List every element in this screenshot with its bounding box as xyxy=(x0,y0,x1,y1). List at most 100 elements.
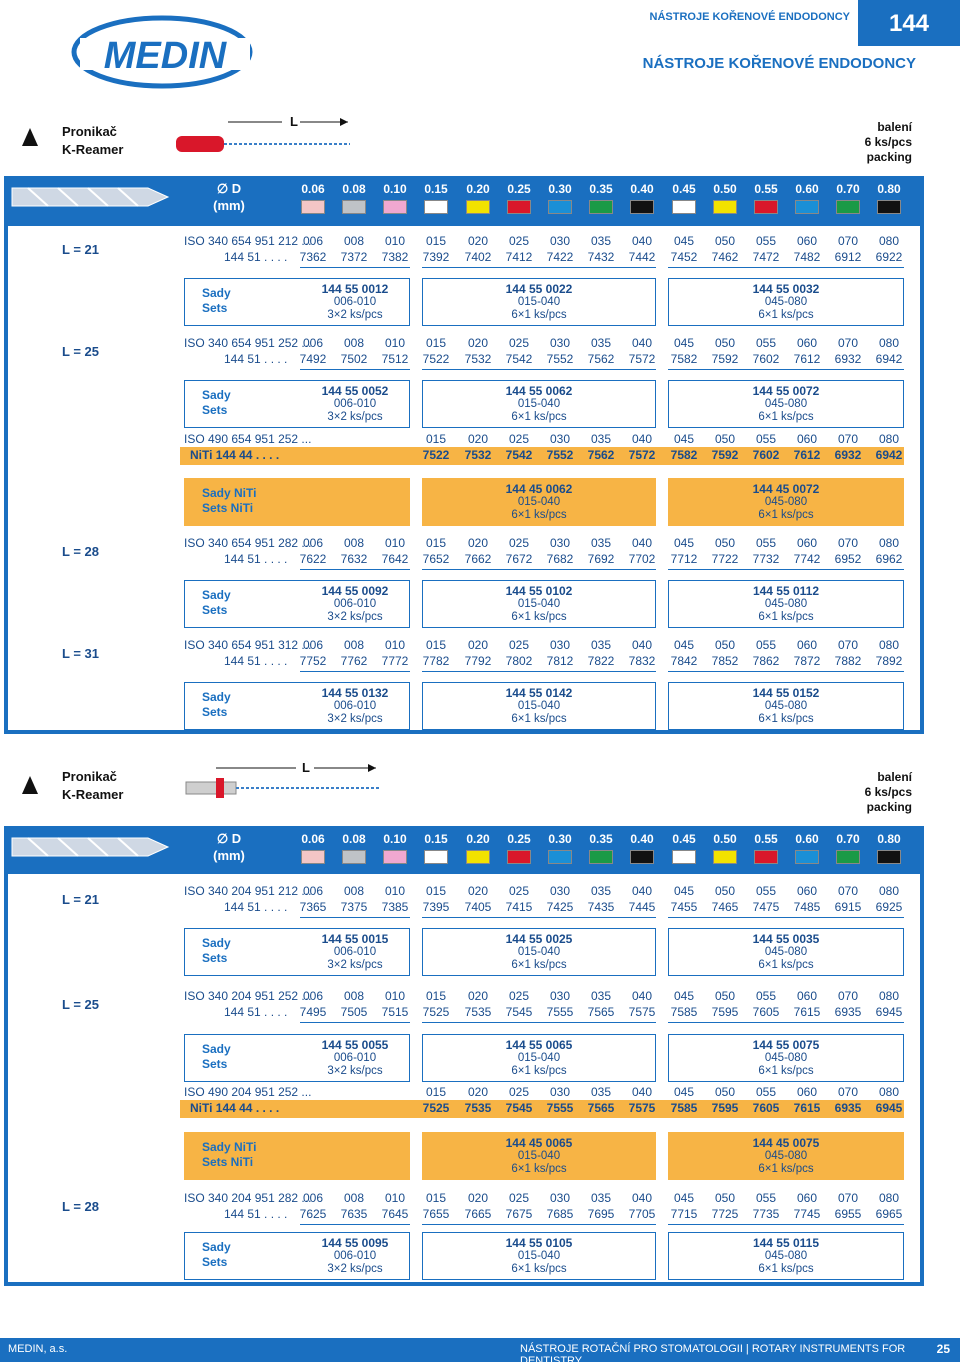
set-line: 3×2 ks/pcs xyxy=(327,1065,383,1077)
size-code: 060 xyxy=(796,336,818,350)
set-line: 144 55 0075 xyxy=(752,1038,820,1052)
length-label: L = 28 xyxy=(62,1199,99,1214)
article-number: 7862 xyxy=(752,654,780,668)
article-number: 7455 xyxy=(670,900,698,914)
set-label: Sets xyxy=(202,301,228,315)
article-number: 7772 xyxy=(381,654,409,668)
size-code: 008 xyxy=(343,1191,365,1205)
iso-code: ISO 340 654 951 282 ... xyxy=(184,536,312,550)
article-number: 7422 xyxy=(546,250,574,264)
size-code: 030 xyxy=(549,1085,571,1099)
color-swatch xyxy=(630,850,654,864)
set-line: 144 55 0012 xyxy=(321,282,389,296)
size-code: 015 xyxy=(425,234,447,248)
size-code: 055 xyxy=(755,1191,777,1205)
color-swatch xyxy=(342,850,366,864)
footer-company: MEDIN, a.s. xyxy=(8,1343,68,1355)
size-column: 0.45 xyxy=(664,182,704,214)
article-number: 7365 xyxy=(299,900,327,914)
set-box xyxy=(422,1034,656,1082)
size-code: 055 xyxy=(755,336,777,350)
size-code: 035 xyxy=(590,432,612,446)
set-label: Sets xyxy=(202,403,228,417)
set-info: 144 55 0112 045-080 6×1 ks/pcs xyxy=(668,585,904,624)
set-line: 6×1 ks/pcs xyxy=(511,309,567,321)
size-code: 015 xyxy=(425,432,447,446)
size-column: 0.35 xyxy=(581,182,621,214)
article-number: 7742 xyxy=(793,552,821,566)
article-number: 6945 xyxy=(875,1101,903,1115)
article-number: 7392 xyxy=(422,250,450,264)
size-label: 0.80 xyxy=(877,832,901,846)
set-info: 144 55 0072 045-080 6×1 ks/pcs xyxy=(668,385,904,424)
size-label: 0.15 xyxy=(424,832,448,846)
size-code: 010 xyxy=(384,536,406,550)
size-code: 055 xyxy=(755,432,777,446)
article-number: 7522 xyxy=(422,352,450,366)
set-label: Sets NiTi xyxy=(202,501,254,515)
iso-code: ISO 490 204 951 252 ... xyxy=(184,1085,312,1099)
size-code: 025 xyxy=(508,234,530,248)
color-swatch xyxy=(877,200,901,214)
size-label: 0.55 xyxy=(754,182,778,196)
set-box xyxy=(422,278,656,326)
size-code: 070 xyxy=(837,989,859,1003)
article-prefix: NiTi 144 44 . . . . xyxy=(190,1101,280,1115)
set-info: 144 55 0035 045-080 6×1 ks/pcs xyxy=(668,933,904,972)
size-code: 035 xyxy=(590,536,612,550)
size-code: 045 xyxy=(673,1085,695,1099)
set-line: 6×1 ks/pcs xyxy=(511,1163,567,1175)
color-swatch xyxy=(507,200,531,214)
size-code: 050 xyxy=(714,336,736,350)
size-bar-1: ∅ D (mm) 0.06 0.08 0.10 0.15 0.20 0.25 0.30 0.35… xyxy=(4,176,924,218)
set-line: 144 55 0015 xyxy=(321,932,389,946)
length-label: L = 25 xyxy=(62,344,99,359)
size-code: 055 xyxy=(755,536,777,550)
iso-code: ISO 490 654 951 252 ... xyxy=(184,432,312,446)
article-number: 7492 xyxy=(299,352,327,366)
size-code: 030 xyxy=(549,989,571,1003)
size-code: 040 xyxy=(631,536,653,550)
reamer-handle-icon: L xyxy=(170,112,360,162)
article-number: 6955 xyxy=(834,1207,862,1221)
size-label: 0.25 xyxy=(507,832,531,846)
set-info: 144 45 0072 045-080 6×1 ks/pcs xyxy=(668,483,904,522)
set-box xyxy=(668,1232,904,1280)
size-column: 0.20 xyxy=(458,182,498,214)
size-column: 0.40 xyxy=(622,832,662,864)
size-code: 080 xyxy=(878,1085,900,1099)
color-swatch xyxy=(754,200,778,214)
size-column: 0.35 xyxy=(581,832,621,864)
size-label: 0.70 xyxy=(836,182,860,196)
set-line: 006-010 xyxy=(333,1250,377,1262)
divider-line xyxy=(668,671,904,672)
set-line: 006-010 xyxy=(333,598,377,610)
set-line: 6×1 ks/pcs xyxy=(758,713,814,725)
size-label: 0.06 xyxy=(301,832,325,846)
size-code: 080 xyxy=(878,432,900,446)
set-line: 144 55 0102 xyxy=(505,584,573,598)
header-page-number: 144 xyxy=(858,0,960,46)
size-label: 0.30 xyxy=(548,182,572,196)
set-box xyxy=(668,478,904,526)
size-label: 0.50 xyxy=(713,832,737,846)
article-number: 7595 xyxy=(711,1005,739,1019)
article-number: 7782 xyxy=(422,654,450,668)
set-line: 6×1 ks/pcs xyxy=(758,309,814,321)
set-box xyxy=(668,278,904,326)
set-line: 045-080 xyxy=(764,296,808,308)
size-code: 070 xyxy=(837,432,859,446)
article-number: 7612 xyxy=(793,448,821,462)
iso-code: ISO 340 204 951 282 ... xyxy=(184,1191,312,1205)
article-number: 7495 xyxy=(299,1005,327,1019)
article-number: 7555 xyxy=(546,1101,574,1115)
article-number: 7552 xyxy=(546,352,574,366)
set-info: 144 55 0092 006-010 3×2 ks/pcs xyxy=(300,585,410,624)
article-number: 7602 xyxy=(752,352,780,366)
article-number: 7582 xyxy=(670,448,698,462)
size-column: 0.70 xyxy=(828,832,868,864)
article-number: 7692 xyxy=(587,552,615,566)
size-column: 0.06 xyxy=(293,832,333,864)
article-number: 7585 xyxy=(670,1005,698,1019)
size-label: 0.50 xyxy=(713,182,737,196)
